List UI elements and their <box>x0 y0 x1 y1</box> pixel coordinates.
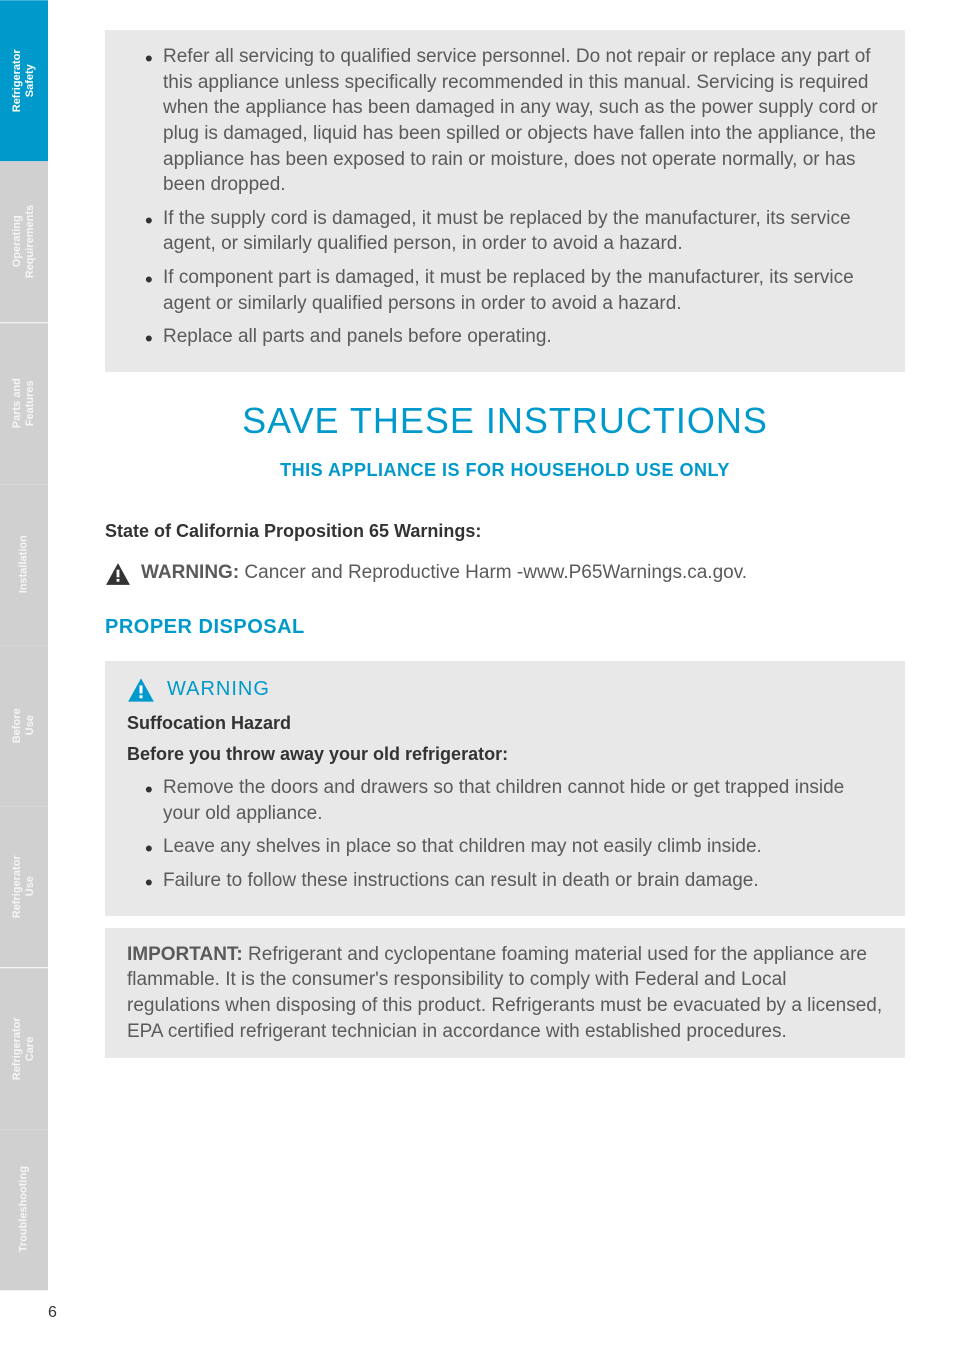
sidebar-tab-label: Before <box>11 708 24 743</box>
list-item: Replace all parts and panels before oper… <box>145 324 883 350</box>
sidebar-tab-label: Refrigerator <box>11 855 24 918</box>
sidebar-tab-label: Features <box>24 378 37 428</box>
sidebar-tab-label: Safety <box>24 49 37 112</box>
sidebar-tab[interactable]: Installation <box>0 484 48 645</box>
sidebar-tab-label: Care <box>24 1017 37 1080</box>
proper-disposal-heading: PROPER DISPOSAL <box>105 616 905 639</box>
prop65-heading: State of California Proposition 65 Warni… <box>105 521 905 542</box>
sidebar-tab-label: Use <box>24 855 37 918</box>
sidebar-tab-label: Use <box>24 708 37 743</box>
safety-instructions-list: Refer all servicing to qualified service… <box>127 44 883 350</box>
sidebar-tab-label: Requirements <box>24 205 37 278</box>
household-use-subheading: THIS APPLIANCE IS FOR HOUSEHOLD USE ONLY <box>105 460 905 481</box>
important-notice-box: IMPORTANT: Refrigerant and cyclopentane … <box>105 928 905 1059</box>
prop65-warning-line: WARNING: Cancer and Reproductive Harm -w… <box>105 560 905 586</box>
save-instructions-heading: SAVE THESE INSTRUCTIONS <box>105 400 905 442</box>
warning-triangle-icon <box>127 677 155 703</box>
sidebar-tab[interactable]: BeforeUse <box>0 645 48 806</box>
list-item: Refer all servicing to qualified service… <box>145 44 883 198</box>
safety-instructions-box: Refer all servicing to qualified service… <box>105 30 905 372</box>
sidebar-tab-label: Parts and <box>11 378 24 428</box>
list-item: If component part is damaged, it must be… <box>145 265 883 316</box>
suffocation-hazard-heading: Suffocation Hazard <box>127 713 883 734</box>
warning-header: WARNING <box>127 675 883 703</box>
disposal-warning-box: WARNING Suffocation Hazard Before you th… <box>105 661 905 916</box>
sidebar-tab[interactable]: OperatingRequirements <box>0 161 48 322</box>
list-item: Failure to follow these instructions can… <box>145 868 883 894</box>
sidebar-tab[interactable]: RefrigeratorUse <box>0 806 48 967</box>
sidebar-tab[interactable]: RefrigeratorSafety <box>0 0 48 161</box>
sidebar-tab[interactable]: Parts andFeatures <box>0 323 48 484</box>
sidebar-tab[interactable]: RefrigeratorCare <box>0 968 48 1129</box>
list-item: Leave any shelves in place so that child… <box>145 834 883 860</box>
page-number: 6 <box>48 1304 57 1322</box>
sidebar-tab-label: Installation <box>17 535 30 593</box>
sidebar-tab-label: Troubleshooting <box>17 1166 30 1252</box>
warning-triangle-icon <box>105 562 131 586</box>
list-item: If the supply cord is damaged, it must b… <box>145 206 883 257</box>
prop65-warning-text: WARNING: Cancer and Reproductive Harm -w… <box>141 560 747 586</box>
important-text: IMPORTANT: Refrigerant and cyclopentane … <box>127 942 883 1045</box>
warning-label: WARNING <box>167 678 270 701</box>
sidebar-tab[interactable]: Troubleshooting <box>0 1129 48 1290</box>
sidebar-tab-label: Refrigerator <box>11 1017 24 1080</box>
sidebar-tab-label: Refrigerator <box>11 49 24 112</box>
sidebar-tab-label: Operating <box>11 205 24 278</box>
sidebar-nav: RefrigeratorSafetyOperatingRequirementsP… <box>0 0 48 1290</box>
before-throw-heading: Before you throw away your old refrigera… <box>127 744 883 765</box>
main-content: Refer all servicing to qualified service… <box>105 30 905 1058</box>
disposal-list: Remove the doors and drawers so that chi… <box>127 775 883 894</box>
list-item: Remove the doors and drawers so that chi… <box>145 775 883 826</box>
